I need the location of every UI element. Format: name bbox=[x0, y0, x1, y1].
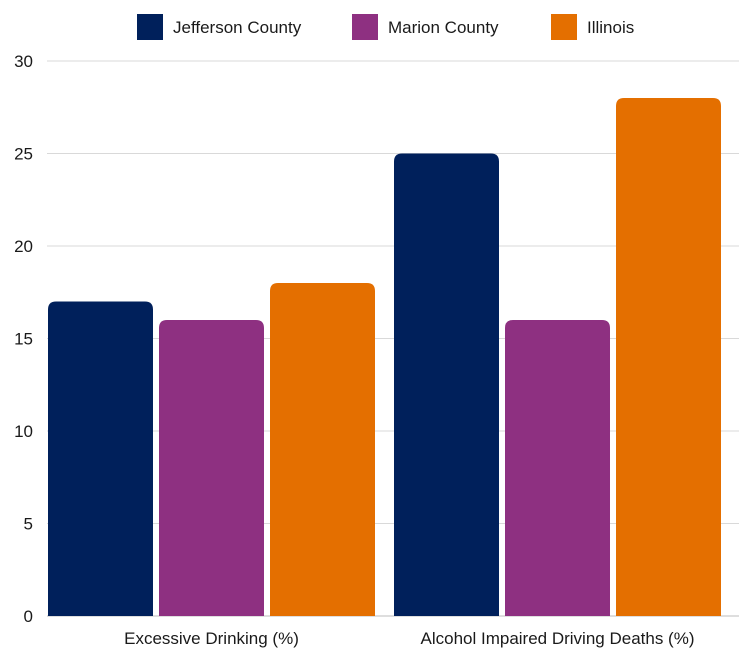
x-axis: Excessive Drinking (%) Alcohol Impaired D… bbox=[124, 629, 694, 648]
bar-jefferson-county-alcohol-impaired-driving-deaths bbox=[394, 153, 499, 616]
legend-label: Marion County bbox=[388, 18, 499, 37]
legend-item-jefferson-county[interactable]: Jefferson County bbox=[137, 14, 302, 40]
legend-item-marion-county[interactable]: Marion County bbox=[352, 14, 499, 40]
y-tick-label: 30 bbox=[14, 52, 33, 71]
bar-illinois-excessive-drinking bbox=[270, 283, 375, 616]
y-tick-label: 15 bbox=[14, 330, 33, 349]
bar-jefferson-county-excessive-drinking bbox=[48, 301, 153, 616]
legend-label: Illinois bbox=[587, 18, 634, 37]
x-category-label: Excessive Drinking (%) bbox=[124, 629, 299, 648]
y-tick-label: 10 bbox=[14, 422, 33, 441]
legend: Jefferson County Marion County Illinois bbox=[137, 14, 634, 40]
y-tick-label: 20 bbox=[14, 237, 33, 256]
legend-swatch bbox=[551, 14, 577, 40]
legend-item-illinois[interactable]: Illinois bbox=[551, 14, 634, 40]
bar-marion-county-excessive-drinking bbox=[159, 320, 264, 616]
bar-illinois-alcohol-impaired-driving-deaths bbox=[616, 98, 721, 616]
y-tick-label: 0 bbox=[24, 607, 33, 626]
legend-label: Jefferson County bbox=[173, 18, 302, 37]
bar-marion-county-alcohol-impaired-driving-deaths bbox=[505, 320, 610, 616]
bars bbox=[48, 98, 721, 616]
y-tick-label: 25 bbox=[14, 145, 33, 164]
x-category-label: Alcohol Impaired Driving Deaths (%) bbox=[421, 629, 695, 648]
legend-swatch bbox=[137, 14, 163, 40]
y-tick-label: 5 bbox=[24, 515, 33, 534]
legend-swatch bbox=[352, 14, 378, 40]
y-axis: 0 5 10 15 20 25 30 bbox=[14, 52, 33, 626]
